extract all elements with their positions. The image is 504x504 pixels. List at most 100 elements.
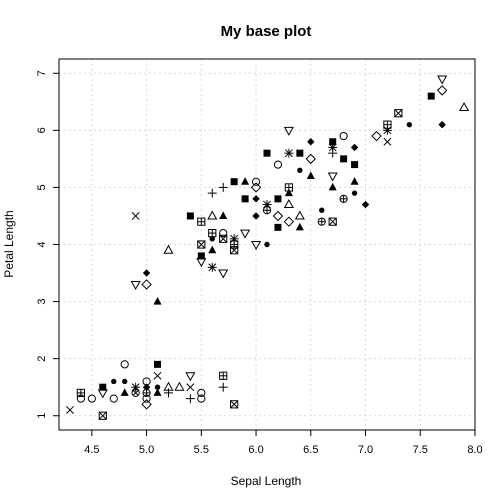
data-point-diamond-filled — [142, 269, 151, 277]
data-point-square — [296, 149, 304, 157]
y-tick-label: 6 — [36, 127, 48, 133]
data-point-triangle-filled — [295, 222, 304, 231]
data-point-triangle-filled — [241, 177, 250, 185]
data-point-square — [274, 195, 282, 203]
data-point-circle — [87, 394, 96, 403]
data-point-star — [229, 234, 239, 244]
data-point-triangle-down — [327, 172, 338, 182]
data-point-plus — [218, 382, 228, 392]
data-point-triangle-filled — [350, 177, 359, 185]
data-point-plus — [218, 182, 228, 192]
data-point-star — [207, 262, 217, 272]
data-point-circle-plus — [317, 217, 326, 226]
y-tick-label: 2 — [36, 356, 48, 362]
data-point-dot — [121, 378, 128, 385]
data-point-x — [186, 383, 195, 392]
x-tick-label: 7.5 — [413, 444, 428, 456]
data-point-box-plus — [76, 388, 85, 397]
data-point-diamond — [141, 399, 152, 410]
data-point-box-plus — [208, 228, 217, 238]
data-point-triangle-down — [185, 372, 196, 382]
data-point-diamond-filled — [438, 120, 446, 129]
data-point-square — [197, 252, 205, 260]
data-point-square — [230, 178, 238, 186]
data-point-triangle-filled — [153, 388, 162, 396]
y-axis-label: Petal Length — [2, 210, 16, 277]
data-point-triangle-filled — [328, 182, 337, 191]
data-point-circle — [339, 131, 348, 141]
data-point-diamond-filled — [252, 195, 260, 203]
data-point-box-x — [98, 411, 107, 420]
data-point-diamond — [283, 216, 295, 227]
data-point-box-x — [328, 217, 337, 226]
x-tick-label: 7.0 — [358, 444, 373, 456]
data-point-square — [274, 223, 282, 231]
data-point-plus — [207, 188, 217, 198]
y-tick-label: 5 — [36, 184, 48, 190]
data-point-triangle-filled — [306, 171, 315, 180]
data-point-star — [262, 200, 272, 210]
data-point-dot — [264, 241, 270, 248]
data-point-diamond-filled — [252, 212, 260, 220]
data-point-dot — [351, 190, 358, 196]
data-point-diamond-filled — [350, 143, 359, 152]
data-point-circle — [197, 388, 206, 397]
data-point-x — [383, 137, 392, 146]
data-point-circle — [120, 360, 129, 369]
data-point-square — [427, 92, 435, 100]
data-point-box-plus — [219, 371, 228, 380]
data-point-triangle-filled — [208, 245, 217, 254]
data-point-triangle-down — [218, 269, 229, 279]
data-point-triangle-filled — [284, 188, 293, 197]
x-tick-label: 8.0 — [467, 444, 482, 456]
x-axis: 4.5 5.0 5.5 6.0 6.5 7.0 7.5 8.0 — [84, 430, 483, 456]
data-point-circle-x — [131, 388, 140, 397]
data-point-circle — [273, 160, 283, 169]
data-point-circle — [219, 228, 228, 238]
data-point-triangle-filled — [219, 211, 228, 219]
data-point-circle — [197, 394, 206, 403]
data-point-dot — [209, 236, 215, 242]
data-point-dot — [154, 384, 161, 390]
data-point-circle — [251, 177, 261, 186]
data-point-diamond — [250, 182, 262, 193]
data-point-diamond — [305, 153, 316, 165]
data-point-dot — [111, 378, 117, 385]
y-axis: 1 2 3 4 5 6 7 — [36, 70, 59, 419]
data-points — [65, 75, 470, 420]
data-point-diamond-filled — [361, 200, 370, 209]
data-point-box-plus — [197, 217, 206, 226]
data-point-triangle — [207, 210, 218, 220]
data-point-box-plus — [383, 120, 392, 129]
data-point-square — [351, 161, 359, 169]
data-point-triangle-filled — [153, 297, 162, 305]
data-point-box-x — [394, 109, 403, 118]
y-tick-label: 1 — [36, 413, 48, 419]
data-point-square — [154, 360, 162, 368]
y-tick-label: 7 — [36, 70, 48, 76]
x-tick-label: 4.5 — [84, 444, 99, 456]
data-point-triangle-down — [130, 280, 141, 290]
data-point-square — [99, 383, 107, 391]
data-point-box-x — [230, 400, 239, 409]
data-point-x — [65, 406, 74, 414]
data-point-dot — [319, 207, 325, 213]
data-point-triangle — [163, 381, 174, 391]
data-point-square — [241, 195, 249, 203]
data-point-x — [131, 212, 140, 220]
data-point-star — [131, 382, 141, 392]
data-point-triangle — [163, 244, 174, 254]
y-tick-label: 3 — [36, 299, 48, 305]
data-point-diamond-filled — [307, 138, 315, 146]
data-point-diamond-filled — [142, 383, 151, 391]
data-point-triangle — [283, 199, 294, 209]
data-point-triangle — [174, 381, 185, 391]
data-point-triangle-down — [283, 126, 294, 136]
data-point-star — [284, 148, 294, 158]
data-point-square — [340, 155, 348, 163]
data-point-triangle — [294, 210, 305, 220]
data-point-triangle-down — [437, 75, 448, 85]
x-tick-label: 5.5 — [194, 444, 209, 456]
data-point-dot — [297, 167, 303, 174]
data-point-diamond — [141, 279, 152, 290]
